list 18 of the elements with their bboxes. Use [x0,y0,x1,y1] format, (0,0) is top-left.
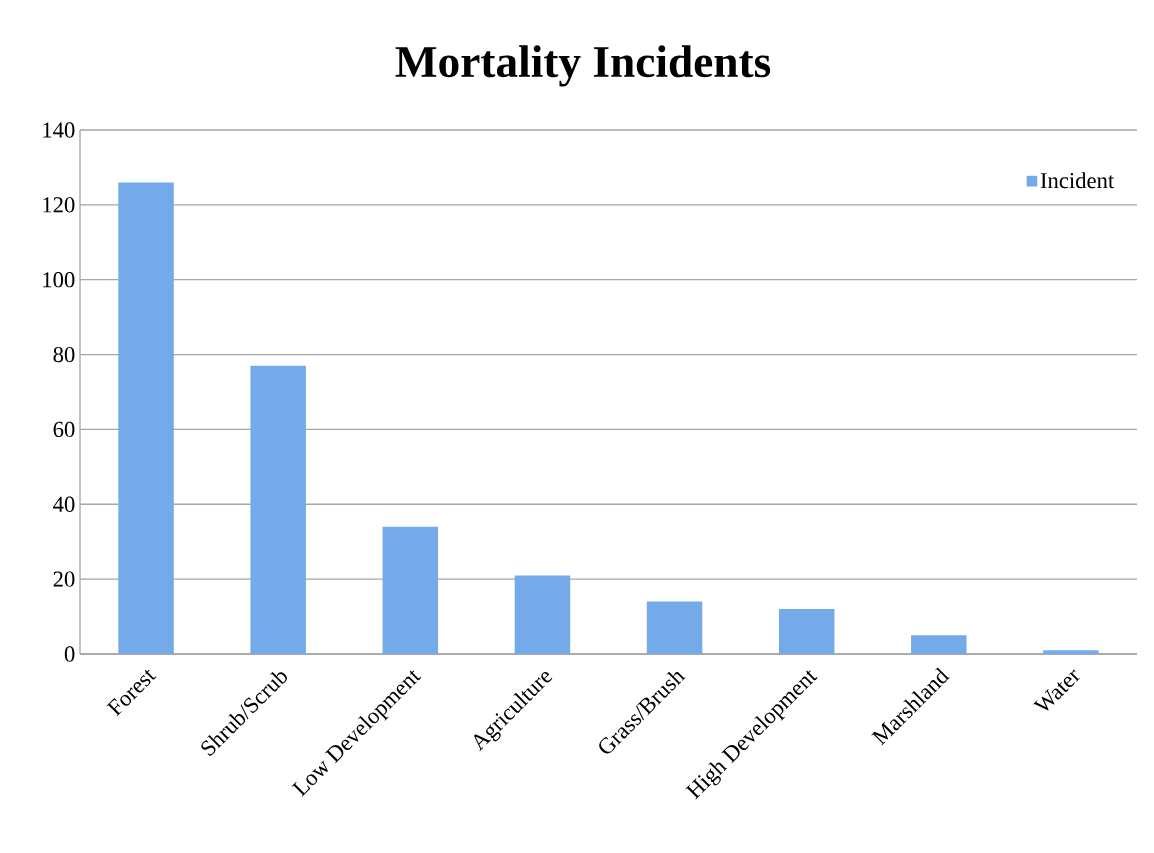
bar [250,365,306,654]
y-tick-label: 20 [53,571,75,587]
y-tick-label: 140 [43,122,75,138]
y-tick-label: 0 [64,646,75,662]
y-tick-label: 40 [53,496,75,512]
chart-title: Mortality Incidents [395,45,771,87]
bar [118,182,174,654]
bar [1043,650,1099,654]
y-tick-label: 60 [53,421,75,438]
bar [778,609,835,654]
bar [514,575,571,654]
bar [646,601,703,654]
y-tick-label: 120 [43,197,75,213]
legend-label: Incident [1040,172,1115,189]
y-tick-label: 100 [43,272,75,288]
bar [382,526,439,654]
y-tick-label: 80 [53,346,75,363]
bar [911,635,967,654]
